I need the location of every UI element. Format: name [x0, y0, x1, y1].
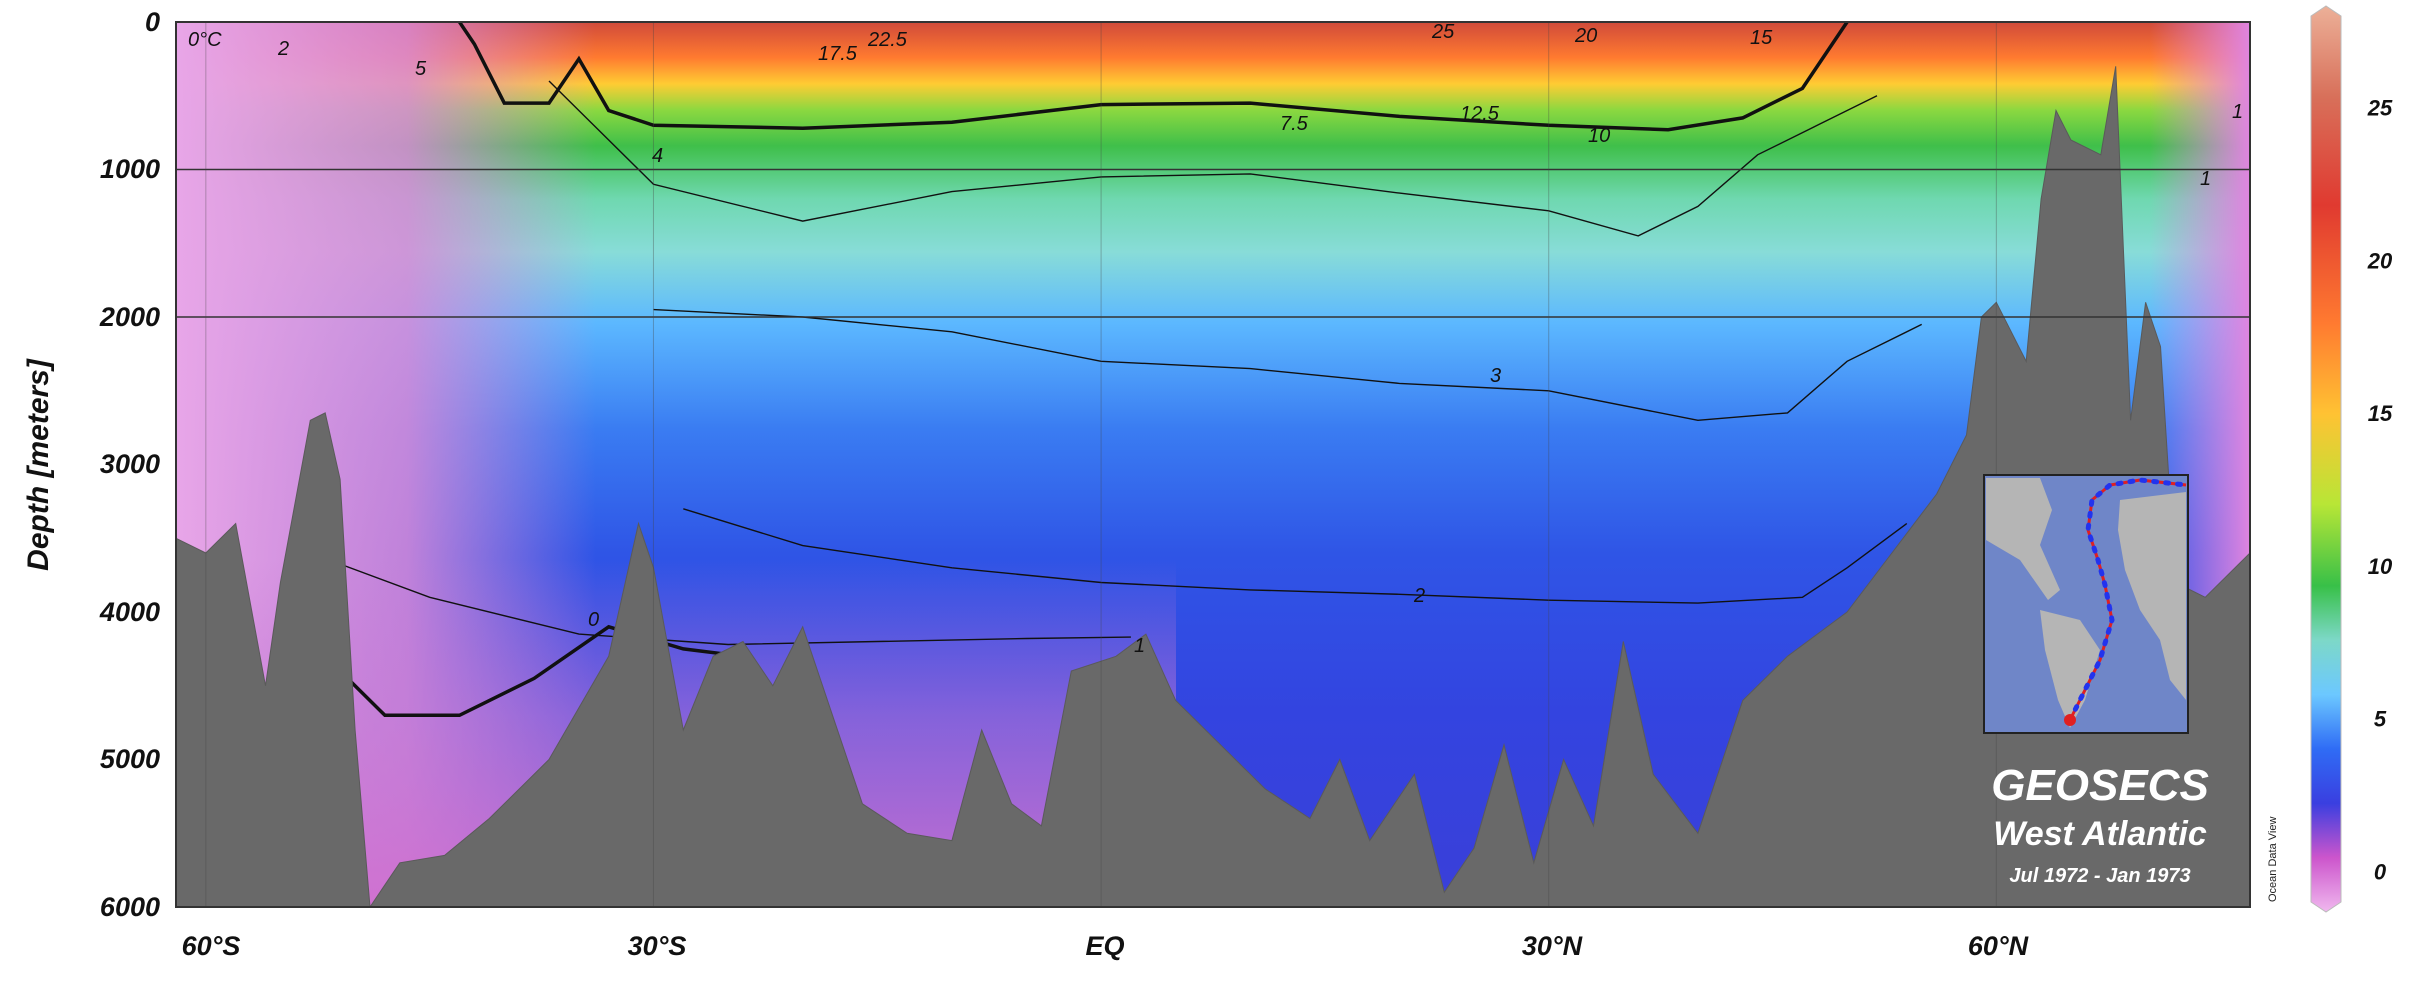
isotherm-2: [683, 508, 1908, 604]
y-tick-label: 5000: [100, 744, 160, 774]
colorbar-scale: [2310, 5, 2342, 913]
contour-label: 0: [588, 609, 599, 631]
x-tick-label: 60°S: [182, 931, 241, 961]
contour-label: 3: [1490, 365, 1501, 387]
inset-map-land-north-america: [1986, 478, 2060, 600]
isotherm-3: [653, 308, 1923, 422]
colorbar-tick-label: 10: [2368, 554, 2393, 579]
plot-frame: [175, 21, 2251, 908]
x-tick-label: 30°S: [628, 931, 687, 961]
isotherm-10: [458, 22, 1849, 132]
x-tick-label: EQ: [1085, 931, 1124, 961]
inset-map-land-south-america: [2040, 610, 2100, 728]
colorbar-tick-label: 5: [2374, 707, 2387, 732]
contour-label: 17.5: [818, 43, 858, 65]
contour-label: 1: [2200, 168, 2211, 190]
y-tick-label: 3000: [100, 449, 160, 479]
x-axis: 60°S 30°S EQ 30°N 60°N: [182, 931, 2029, 961]
software-credit: Ocean Data View: [2267, 817, 2279, 902]
x-tick-label: 30°N: [1522, 931, 1583, 961]
colorbar-tick-label: 25: [2367, 96, 2393, 121]
contour-label: 5: [415, 58, 427, 80]
contour-label: 22.5: [867, 29, 908, 51]
y-tick-label: 2000: [99, 302, 160, 332]
contour-label: 1: [2232, 101, 2243, 123]
section-dates-label: Jul 1972 - Jan 1973: [2009, 865, 2190, 887]
isotherm-1: [310, 552, 1131, 646]
y-axis: 0 1000 2000 3000 4000 5000 6000: [99, 7, 160, 922]
contour-label: 25: [1431, 21, 1455, 43]
depth-gridlines: [176, 22, 2250, 907]
section-subtitle-label: West Atlantic: [1993, 815, 2207, 853]
contour-label: 15: [1750, 27, 1773, 49]
contour-label: 20: [1574, 25, 1597, 47]
isotherm-layer: [310, 22, 1923, 718]
contour-label: 0°C: [188, 29, 222, 51]
y-tick-label: 4000: [99, 597, 160, 627]
colorbar-tick-label: 20: [2367, 248, 2393, 273]
contour-labels: 0°C 2 5 22.5 25 20 15 17.5 12.5 7.5 10 4…: [188, 21, 2243, 657]
isotherm-4: [548, 80, 1878, 237]
y-axis-title: Depth [meters]: [22, 358, 55, 571]
y-tick-label: 0: [145, 7, 160, 37]
colorbar: 0 5 10 15 20 25: [2310, 5, 2393, 913]
plot-area: [176, 22, 2250, 907]
colorbar-tick-label: 0: [2374, 859, 2387, 884]
isotherm-0: [338, 624, 744, 718]
inset-map-start-marker: [2064, 714, 2076, 726]
cruise-track-inset-map: [1983, 474, 2189, 734]
contour-label: 2: [277, 38, 289, 60]
contour-label: 4: [652, 145, 663, 167]
inset-map-land-africa-europe: [2118, 492, 2186, 700]
colorbar-ticks: 0 5 10 15 20 25: [2367, 96, 2393, 885]
section-title-label: GEOSECS: [1991, 761, 2209, 810]
contour-label: 10: [1588, 125, 1610, 147]
contour-label: 12.5: [1460, 103, 1500, 125]
y-tick-label: 1000: [100, 154, 160, 184]
contour-label: 2: [1413, 585, 1425, 607]
contour-label: 1: [1134, 635, 1145, 657]
colorbar-tick-label: 15: [2368, 401, 2393, 426]
inset-map-stations: [2067, 477, 2189, 723]
contour-label: 7.5: [1280, 113, 1309, 135]
y-tick-label: 6000: [100, 892, 160, 922]
x-tick-label: 60°N: [1968, 931, 2029, 961]
